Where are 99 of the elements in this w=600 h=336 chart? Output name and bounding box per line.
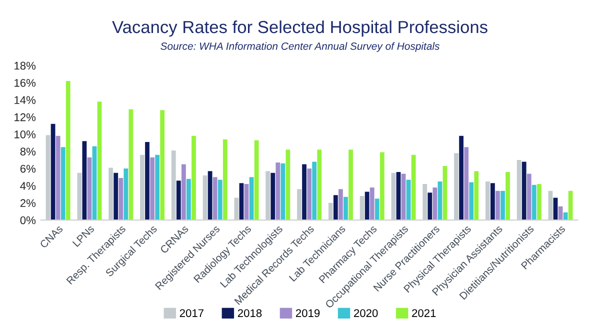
bar	[192, 136, 196, 220]
bar	[516, 160, 522, 220]
bar	[77, 172, 82, 220]
legend-label: 2017	[180, 309, 204, 318]
bar	[160, 110, 165, 220]
bar	[317, 150, 322, 220]
bar	[97, 102, 102, 220]
bar	[280, 163, 286, 220]
bar	[364, 192, 370, 220]
bar	[328, 202, 333, 220]
y-tick-label: 4%	[20, 182, 36, 190]
bar	[474, 171, 479, 220]
bar	[459, 136, 464, 220]
bar	[432, 187, 438, 220]
bar	[438, 181, 442, 220]
bar	[239, 183, 244, 220]
bar	[176, 180, 181, 220]
bar	[490, 183, 495, 220]
bar	[422, 184, 428, 220]
bar	[302, 164, 306, 220]
bar	[150, 157, 154, 220]
y-tick-label: 14%	[14, 96, 36, 104]
bar	[108, 168, 114, 220]
bar	[464, 147, 469, 220]
source-note: Source: WHA Information Center Annual Survey of Hospitals	[160, 42, 440, 52]
legend-label: 2020	[354, 309, 378, 318]
bar	[218, 180, 222, 220]
bar	[312, 162, 317, 220]
bar	[254, 140, 259, 220]
bar	[396, 172, 401, 220]
bar	[50, 124, 56, 220]
bar	[506, 172, 510, 220]
bar	[82, 141, 87, 220]
bar	[338, 189, 343, 220]
bar	[155, 154, 160, 220]
bar	[526, 174, 532, 220]
bar	[171, 150, 176, 220]
bar	[563, 212, 568, 220]
legend-label: 2018	[238, 309, 262, 318]
bar	[532, 184, 536, 220]
bar	[118, 178, 124, 220]
legend-label: 2019	[296, 309, 320, 318]
bar	[60, 147, 66, 220]
bar	[266, 171, 270, 220]
bar	[374, 198, 380, 220]
bar	[56, 136, 60, 220]
bar	[344, 196, 348, 220]
bar	[297, 189, 302, 220]
bar	[140, 154, 144, 220]
bar	[428, 192, 432, 220]
bar	[87, 157, 92, 220]
bar	[128, 109, 134, 220]
bar	[244, 184, 249, 220]
bar	[348, 150, 353, 220]
bar	[401, 174, 406, 220]
bar	[92, 146, 97, 220]
bar	[442, 166, 448, 220]
bar	[270, 172, 276, 220]
bar	[360, 196, 364, 220]
bar	[234, 198, 239, 220]
bar	[202, 175, 208, 220]
bar	[124, 168, 128, 220]
y-tick-label: 6%	[20, 164, 36, 173]
bar	[370, 187, 374, 220]
bar	[454, 153, 458, 220]
bar	[380, 152, 384, 220]
y-tick-label: 0%	[20, 216, 36, 224]
y-tick-label: 12%	[14, 113, 36, 122]
bar	[469, 182, 474, 220]
bar	[500, 190, 505, 220]
bar	[114, 172, 118, 220]
y-tick-label: 10%	[14, 130, 36, 138]
bar	[307, 168, 312, 220]
bar	[276, 162, 280, 220]
bar	[568, 190, 573, 220]
bar	[208, 171, 212, 220]
bar	[391, 172, 396, 220]
bar	[186, 178, 191, 220]
y-tick-label: 2%	[20, 199, 36, 207]
bar	[406, 180, 411, 220]
bar	[333, 195, 338, 220]
chart-title: Vacancy Rates for Selected Hospital Professions	[112, 20, 488, 37]
bar	[66, 80, 70, 220]
bar	[536, 184, 542, 220]
bar	[222, 139, 228, 220]
bar	[496, 190, 500, 220]
y-tick-label: 16%	[14, 78, 36, 87]
bar	[411, 154, 416, 220]
legend-label: 2021	[412, 309, 436, 318]
bar	[145, 142, 150, 220]
bar	[522, 162, 526, 220]
bar	[181, 164, 186, 220]
bar	[249, 177, 254, 220]
y-tick-label: 8%	[20, 148, 36, 156]
bar	[485, 181, 490, 220]
bar	[46, 135, 50, 220]
y-tick-label: 18%	[14, 62, 36, 70]
bar	[286, 150, 290, 220]
bar	[212, 177, 218, 220]
